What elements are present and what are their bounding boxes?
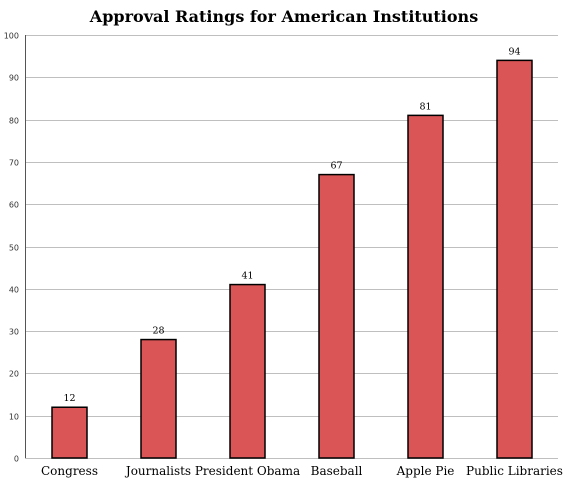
- x-axis-ticks: Congress Journalists President Obama Baseba…: [41, 464, 563, 478]
- data-label: 94: [508, 46, 520, 57]
- y-tick-label: 60: [9, 201, 19, 210]
- x-tick-label: Baseball: [311, 464, 363, 478]
- data-label: 12: [63, 393, 75, 404]
- bar: [51, 406, 88, 459]
- y-tick-label: 100: [4, 32, 19, 41]
- x-tick-label: Journalists: [124, 464, 191, 478]
- data-label: 67: [330, 161, 342, 172]
- data-label: 81: [419, 101, 431, 112]
- y-tick-label: 70: [9, 159, 19, 168]
- y-tick-label: 20: [9, 370, 19, 379]
- x-tick-label: Apple Pie: [396, 464, 455, 478]
- bar: [140, 338, 177, 459]
- y-axis-ticks: 0 10 20 30 40 50 60 70 80 90 100: [4, 32, 19, 464]
- y-tick-label: 0: [14, 455, 19, 464]
- gridlines: [25, 35, 558, 459]
- data-labels: 12 28 41 67 81 94: [63, 46, 520, 404]
- y-tick-label: 50: [9, 244, 19, 253]
- y-tick-label: 10: [9, 413, 19, 422]
- chart-title: Approval Ratings for American Institutio…: [89, 7, 478, 26]
- y-tick-label: 80: [9, 117, 19, 126]
- bar: [318, 173, 355, 459]
- x-tick-label: President Obama: [195, 464, 300, 478]
- bar: [229, 283, 266, 459]
- data-label: 41: [241, 271, 253, 282]
- data-label: 28: [152, 326, 164, 337]
- bar: [496, 59, 533, 459]
- y-tick-label: 30: [9, 328, 19, 337]
- bar: [407, 114, 444, 459]
- bars: [51, 59, 533, 459]
- y-tick-label: 90: [9, 74, 19, 83]
- x-tick-label: Public Libraries: [466, 464, 563, 478]
- x-tick-label: Congress: [41, 464, 98, 478]
- y-tick-label: 40: [9, 286, 19, 295]
